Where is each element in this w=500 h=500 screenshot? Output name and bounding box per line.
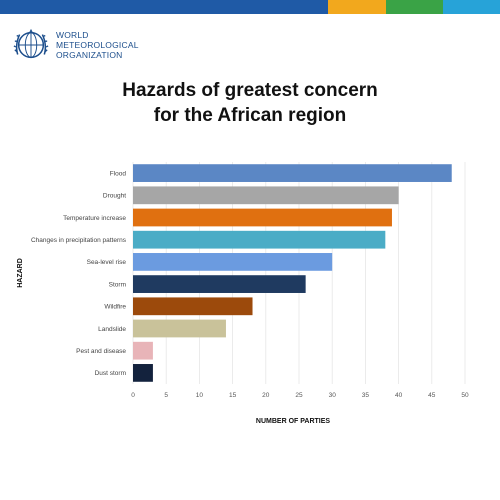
chart-title: Hazards of greatest concern for the Afri… — [0, 78, 500, 128]
category-label: Sea-level rise — [87, 259, 127, 266]
category-label: Pest and disease — [76, 348, 126, 355]
wmo-logo: WORLD METEOROLOGICAL ORGANIZATION — [12, 26, 139, 64]
x-tick-label: 50 — [461, 392, 469, 399]
x-tick-label: 20 — [262, 392, 270, 399]
x-tick-label: 25 — [295, 392, 303, 399]
category-label: Wildfire — [104, 304, 126, 311]
x-tick-label: 40 — [395, 392, 403, 399]
brand-bar-orange — [328, 0, 386, 14]
bar — [133, 208, 392, 227]
category-label: Temperature increase — [63, 215, 126, 222]
bar — [133, 230, 386, 249]
x-tick-label: 45 — [428, 392, 436, 399]
x-tick-label: 0 — [131, 392, 135, 399]
x-axis-title: NUMBER OF PARTIES — [256, 418, 330, 425]
bar — [133, 186, 399, 205]
logo-line-1: WORLD — [56, 30, 89, 40]
category-label: Landslide — [98, 326, 126, 333]
logo-line-2: METEOROLOGICAL — [56, 40, 139, 50]
bar — [133, 253, 333, 271]
bar — [133, 275, 306, 293]
y-axis-title: HAZARD — [17, 258, 24, 288]
x-tick-label: 10 — [196, 392, 204, 399]
bar — [133, 164, 452, 182]
brand-bar-blue — [0, 0, 328, 14]
chart-title-line-2: for the African region — [153, 105, 347, 126]
chart-title-line-1: Hazards of greatest concern — [122, 80, 378, 101]
bar — [133, 364, 153, 382]
logo-line-3: ORGANIZATION — [56, 50, 123, 60]
category-label: Flood — [110, 170, 127, 177]
category-label: Drought — [103, 193, 126, 200]
category-label: Storm — [109, 281, 126, 288]
bar — [133, 297, 253, 316]
x-tick-label: 30 — [329, 392, 337, 399]
brand-bar-cyan — [443, 0, 500, 14]
x-tick-label: 15 — [229, 392, 237, 399]
bar — [133, 319, 226, 338]
brand-color-bar — [0, 0, 500, 14]
bar — [133, 341, 153, 360]
wmo-logo-text: WORLD METEOROLOGICAL ORGANIZATION — [56, 30, 139, 60]
wmo-emblem-icon — [13, 28, 49, 59]
x-tick-label: 35 — [362, 392, 370, 399]
x-tick-label: 5 — [164, 392, 168, 399]
brand-bar-green — [386, 0, 443, 14]
category-label: Changes in precipitation patterns — [31, 237, 127, 244]
category-label: Dust storm — [95, 370, 126, 377]
